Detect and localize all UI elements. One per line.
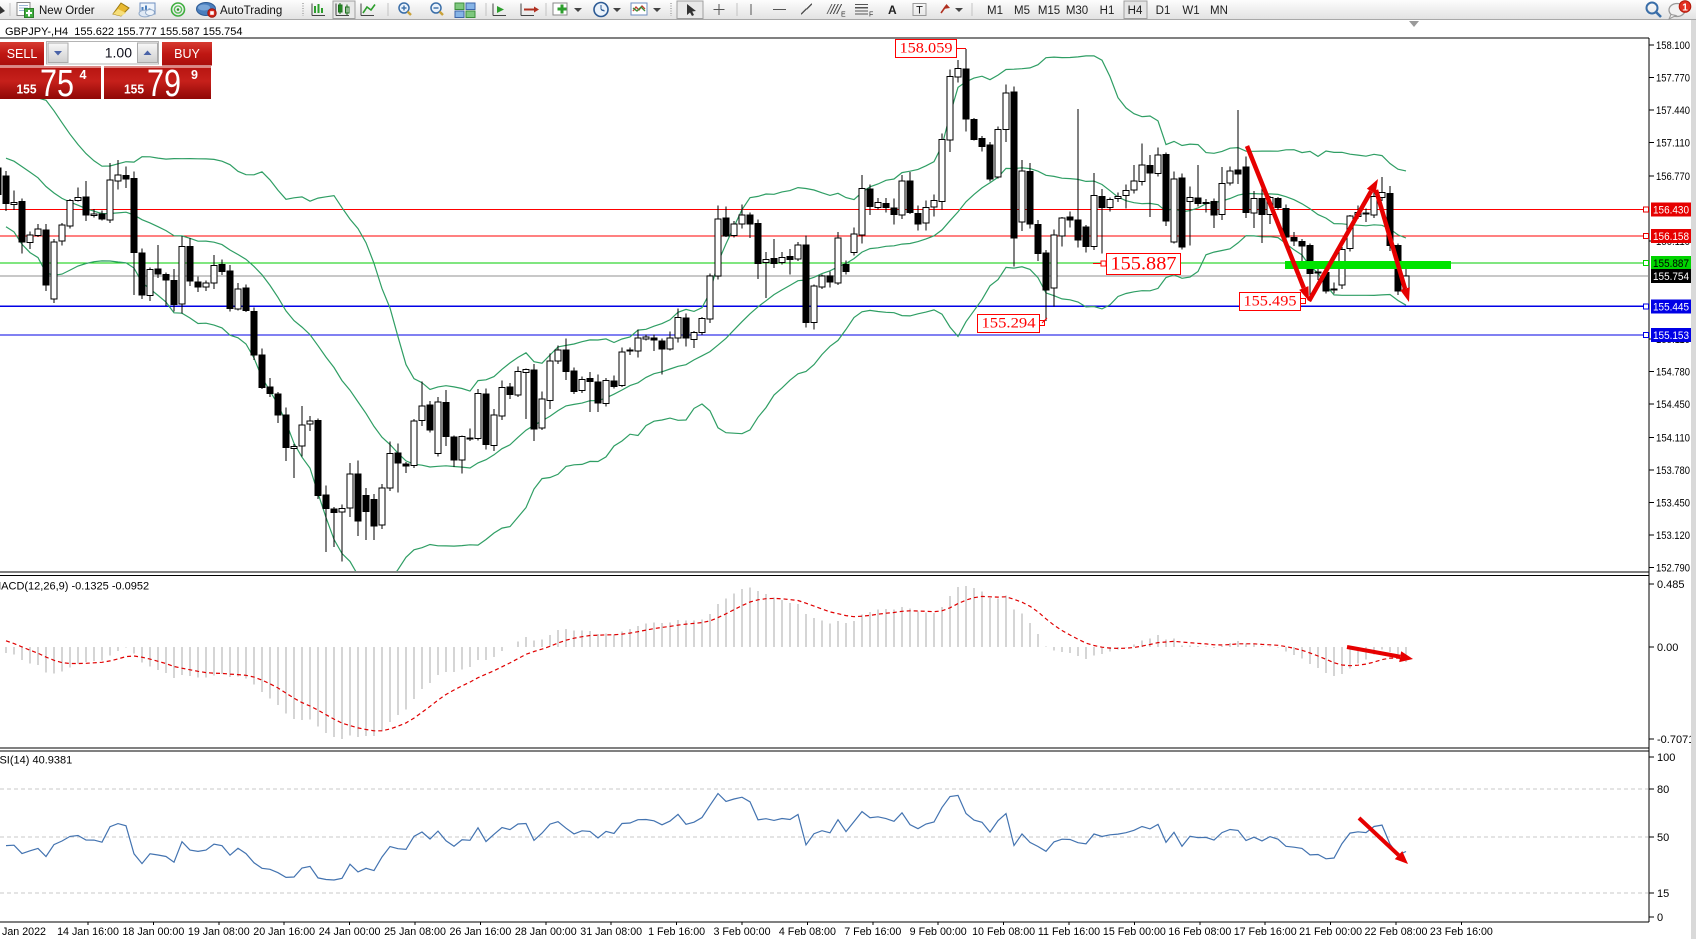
svg-text:7 Feb 16:00: 7 Feb 16:00 <box>844 926 901 938</box>
svg-text:155.445: 155.445 <box>1653 301 1689 313</box>
svg-text:New Order: New Order <box>39 5 95 17</box>
svg-text:0.485: 0.485 <box>1657 579 1685 591</box>
svg-text:0.00: 0.00 <box>1657 642 1678 654</box>
svg-text:19 Jan 08:00: 19 Jan 08:00 <box>188 926 250 938</box>
svg-text:A: A <box>888 3 897 17</box>
svg-text:M15: M15 <box>1038 5 1060 17</box>
svg-text:1 Feb 16:00: 1 Feb 16:00 <box>648 926 705 938</box>
svg-text:155.887: 155.887 <box>1111 254 1177 275</box>
svg-text:0: 0 <box>1657 912 1663 924</box>
svg-text:154.780: 154.780 <box>1656 367 1690 379</box>
svg-text:157.110: 157.110 <box>1656 137 1690 149</box>
svg-text:50: 50 <box>1657 832 1669 844</box>
svg-text:156.430: 156.430 <box>1653 204 1689 216</box>
svg-text:T: T <box>916 5 923 17</box>
svg-text:1.00: 1.00 <box>105 45 132 61</box>
svg-text:153.780: 153.780 <box>1656 465 1690 477</box>
svg-text:4: 4 <box>80 68 87 82</box>
svg-text:153.450: 153.450 <box>1656 498 1690 510</box>
svg-text:4 Feb 08:00: 4 Feb 08:00 <box>779 926 836 938</box>
svg-text:M1: M1 <box>987 5 1003 17</box>
svg-text:158.059: 158.059 <box>900 41 953 57</box>
svg-text:154.110: 154.110 <box>1656 433 1690 445</box>
svg-text:22 Feb 08:00: 22 Feb 08:00 <box>1365 926 1428 938</box>
svg-text:154.450: 154.450 <box>1656 399 1690 411</box>
svg-text:MACD(12,26,9) -0.1325 -0.0952: MACD(12,26,9) -0.1325 -0.0952 <box>0 581 149 593</box>
svg-text:79: 79 <box>147 63 181 105</box>
svg-text:23 Feb 16:00: 23 Feb 16:00 <box>1430 926 1493 938</box>
svg-text:20 Jan 16:00: 20 Jan 16:00 <box>253 926 315 938</box>
svg-text:26 Jan 16:00: 26 Jan 16:00 <box>449 926 511 938</box>
svg-text:16 Feb 08:00: 16 Feb 08:00 <box>1168 926 1231 938</box>
svg-text:H1: H1 <box>1100 5 1115 17</box>
svg-text:M5: M5 <box>1014 5 1030 17</box>
svg-text:158.100: 158.100 <box>1656 40 1690 52</box>
svg-text:E: E <box>841 12 846 19</box>
svg-text:155.754: 155.754 <box>1653 271 1689 283</box>
svg-text:18 Jan 00:00: 18 Jan 00:00 <box>122 926 184 938</box>
svg-text:15: 15 <box>1657 888 1669 900</box>
svg-text:9: 9 <box>191 68 198 82</box>
svg-text:155.887: 155.887 <box>1653 258 1689 270</box>
svg-text:SELL: SELL <box>7 47 38 61</box>
svg-text:9 Feb 00:00: 9 Feb 00:00 <box>910 926 967 938</box>
svg-text:155.495: 155.495 <box>1244 294 1297 310</box>
svg-text:31 Jan 08:00: 31 Jan 08:00 <box>580 926 642 938</box>
svg-text:155: 155 <box>17 82 37 97</box>
svg-text:10 Feb 08:00: 10 Feb 08:00 <box>972 926 1035 938</box>
svg-text:157.440: 157.440 <box>1656 105 1690 117</box>
svg-text:153.120: 153.120 <box>1656 530 1690 542</box>
svg-text:Jan 2022: Jan 2022 <box>2 926 46 938</box>
svg-text:25 Jan 08:00: 25 Jan 08:00 <box>384 926 446 938</box>
svg-text:156.770: 156.770 <box>1656 171 1690 183</box>
svg-text:W1: W1 <box>1182 5 1199 17</box>
svg-text:H4: H4 <box>1128 5 1143 17</box>
svg-text:156.158: 156.158 <box>1653 231 1689 243</box>
svg-text:75: 75 <box>40 63 74 105</box>
svg-text:1: 1 <box>1682 3 1688 14</box>
svg-text:MN: MN <box>1210 5 1228 17</box>
svg-text:100: 100 <box>1657 752 1675 764</box>
svg-text:157.770: 157.770 <box>1656 73 1690 85</box>
svg-text:-0.7071: -0.7071 <box>1657 734 1694 746</box>
svg-text:152.790: 152.790 <box>1656 563 1690 575</box>
svg-text:21 Feb 00:00: 21 Feb 00:00 <box>1299 926 1362 938</box>
svg-text:D1: D1 <box>1156 5 1171 17</box>
svg-text:80: 80 <box>1657 784 1669 796</box>
svg-text:14 Jan 16:00: 14 Jan 16:00 <box>57 926 119 938</box>
svg-text:BUY: BUY <box>174 47 200 61</box>
svg-text:155.294: 155.294 <box>982 316 1037 332</box>
svg-text:28 Jan 00:00: 28 Jan 00:00 <box>515 926 577 938</box>
svg-text:155: 155 <box>124 82 144 97</box>
svg-text:F: F <box>869 12 873 19</box>
svg-text:GBPJPY-,H4 155.622 155.777 15: GBPJPY-,H4 155.622 155.777 155.587 155.7… <box>5 26 243 38</box>
svg-text:RSI(14) 40.9381: RSI(14) 40.9381 <box>0 755 72 767</box>
svg-text:11 Feb 16:00: 11 Feb 16:00 <box>1038 926 1100 938</box>
svg-text:17 Feb 16:00: 17 Feb 16:00 <box>1234 926 1297 938</box>
svg-text:24 Jan 00:00: 24 Jan 00:00 <box>319 926 381 938</box>
svg-text:15 Feb 00:00: 15 Feb 00:00 <box>1103 926 1166 938</box>
svg-text:M30: M30 <box>1066 5 1088 17</box>
svg-text:155.153: 155.153 <box>1653 330 1689 342</box>
svg-text:AutoTrading: AutoTrading <box>220 5 282 17</box>
svg-text:3 Feb 00:00: 3 Feb 00:00 <box>713 926 770 938</box>
